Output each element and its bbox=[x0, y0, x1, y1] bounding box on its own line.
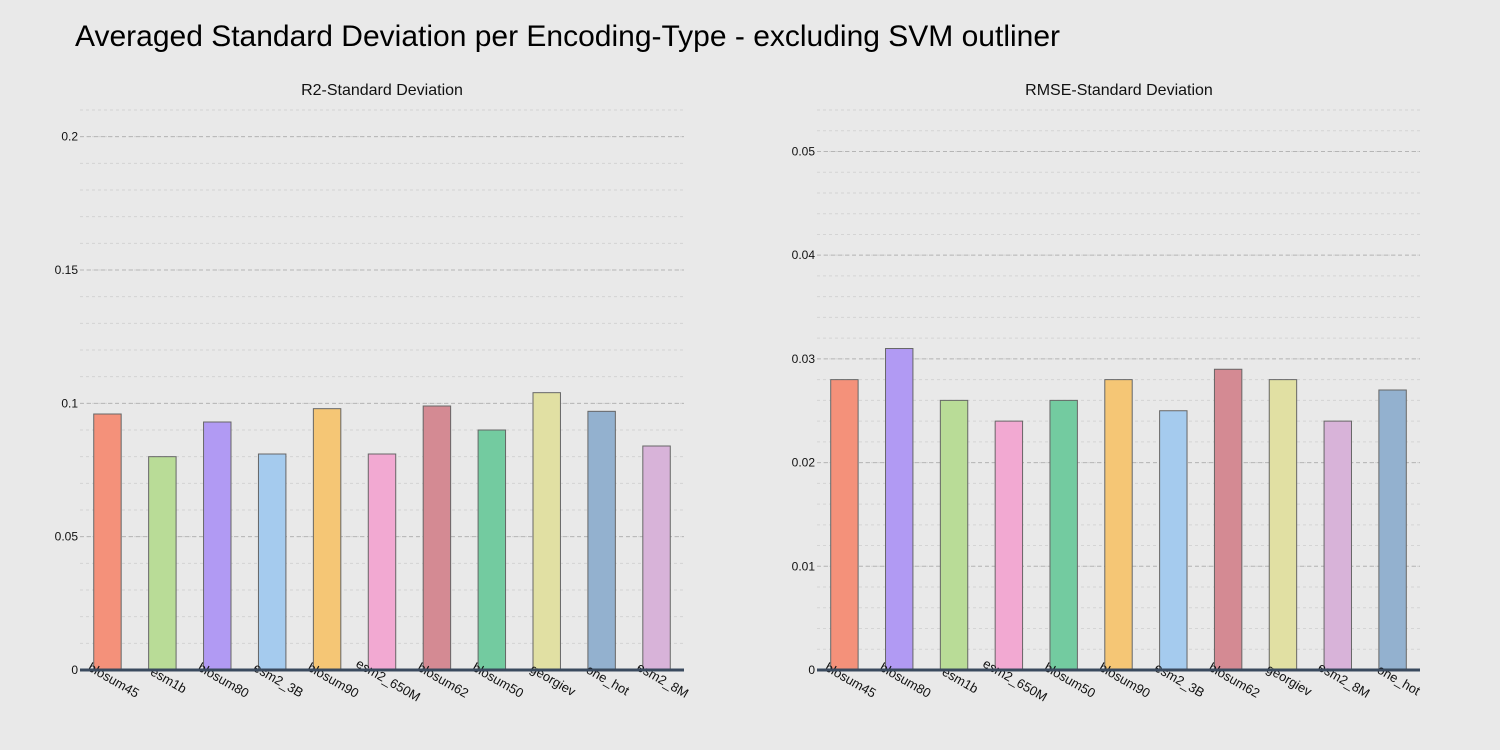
bar-blosum50 bbox=[1049, 399, 1078, 671]
bar-blosum45 bbox=[830, 379, 859, 671]
y-tick-label: 0.04 bbox=[792, 248, 816, 262]
y-tick-label: 0.02 bbox=[792, 456, 816, 470]
bar-blosum45 bbox=[93, 413, 122, 671]
bar-blosum90 bbox=[312, 408, 342, 671]
y-tick-label: 0.03 bbox=[792, 352, 816, 366]
y-tick-label: 0.1 bbox=[61, 396, 78, 410]
bar-esm2_8M bbox=[642, 445, 671, 671]
y-tick-label: 0.2 bbox=[61, 130, 78, 144]
bar-esm1b bbox=[148, 456, 177, 671]
bar-blosum80 bbox=[885, 348, 914, 671]
bar-blosum90 bbox=[1104, 379, 1133, 671]
chart-title: RMSE-Standard Deviation bbox=[1025, 82, 1213, 99]
bar-esm2_650M bbox=[994, 420, 1024, 671]
bar-one_hot bbox=[1378, 389, 1407, 671]
bar-esm2_3B bbox=[1159, 410, 1188, 671]
chart-1: R2-Standard Deviation00.050.10.150.2blos… bbox=[55, 82, 692, 704]
y-tick-label: 0.15 bbox=[55, 263, 79, 277]
bar-georgiev bbox=[532, 392, 561, 671]
bar-blosum50 bbox=[477, 429, 507, 671]
bar-esm2_650M bbox=[367, 453, 397, 671]
y-tick-label: 0.05 bbox=[55, 530, 79, 544]
bar-blosum62 bbox=[1213, 368, 1243, 671]
y-tick-label: 0 bbox=[71, 663, 78, 677]
y-tick-label: 0.01 bbox=[792, 559, 816, 573]
bar-one_hot bbox=[587, 410, 616, 671]
y-tick-label: 0.05 bbox=[792, 144, 816, 158]
chart-2: RMSE-Standard Deviation 0 0.01 0.02 0.03 0.04… bbox=[792, 82, 1424, 704]
bar-esm1b bbox=[939, 399, 969, 671]
chart-title: R2-Standard Deviation bbox=[301, 82, 463, 99]
figure-title: Averaged Standard Deviation per Encoding… bbox=[75, 20, 1061, 53]
bar-esm2_3B bbox=[257, 453, 287, 671]
bar-esm2_8M bbox=[1323, 420, 1352, 671]
bar-blosum80 bbox=[203, 421, 232, 671]
bar-georgiev bbox=[1268, 379, 1298, 671]
y-tick-label: 0 bbox=[808, 663, 815, 677]
bar-blosum62 bbox=[422, 405, 452, 671]
